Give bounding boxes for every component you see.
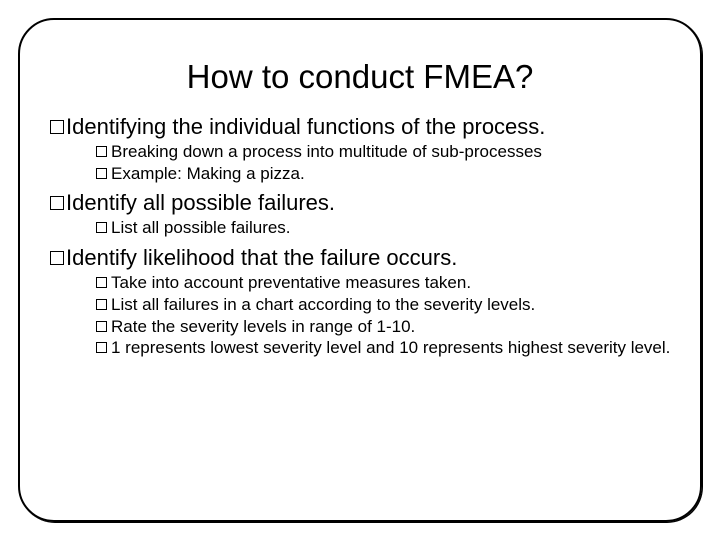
bullet-l2-text: Example: Making a pizza. <box>111 164 305 185</box>
bullet-l2: List all failures in a chart according t… <box>96 295 672 316</box>
bullet-l1: Identify likelihood that the failure occ… <box>50 245 672 271</box>
bullet-l2-text: Rate the severity levels in range of 1-1… <box>111 317 415 338</box>
square-bullet-icon <box>50 251 64 265</box>
bullet-l2: Take into account preventative measures … <box>96 273 672 294</box>
section-2: Identify likelihood that the failure occ… <box>48 245 672 359</box>
square-bullet-icon <box>96 342 107 353</box>
square-bullet-icon <box>96 222 107 233</box>
square-bullet-icon <box>96 299 107 310</box>
bullet-l1-text: Identify all possible failures. <box>66 190 335 216</box>
bullet-l2: Rate the severity levels in range of 1-1… <box>96 317 672 338</box>
slide-frame: How to conduct FMEA? Identifying the ind… <box>18 18 702 522</box>
slide-title: How to conduct FMEA? <box>48 58 672 96</box>
bullet-l2-text: List all possible failures. <box>111 218 291 239</box>
bullet-l1-text: Identify likelihood that the failure occ… <box>66 245 457 271</box>
bullet-l1-text: Identifying the individual functions of … <box>66 114 545 140</box>
square-bullet-icon <box>96 321 107 332</box>
bullet-l2: 1 represents lowest severity level and 1… <box>96 338 672 359</box>
section-0: Identifying the individual functions of … <box>48 114 672 184</box>
square-bullet-icon <box>96 146 107 157</box>
section-1: Identify all possible failures. List all… <box>48 190 672 239</box>
square-bullet-icon <box>96 168 107 179</box>
bullet-l1: Identifying the individual functions of … <box>50 114 672 140</box>
bullet-l2-text: List all failures in a chart according t… <box>111 295 535 316</box>
bullet-l2-text: 1 represents lowest severity level and 1… <box>111 338 670 359</box>
bullet-l2: Example: Making a pizza. <box>96 164 672 185</box>
bullet-l2-text: Breaking down a process into multitude o… <box>111 142 542 163</box>
square-bullet-icon <box>50 120 64 134</box>
bullet-l2-text: Take into account preventative measures … <box>111 273 471 294</box>
bullet-l2: Breaking down a process into multitude o… <box>96 142 672 163</box>
slide: How to conduct FMEA? Identifying the ind… <box>0 0 720 540</box>
bullet-l1: Identify all possible failures. <box>50 190 672 216</box>
bullet-l2: List all possible failures. <box>96 218 672 239</box>
square-bullet-icon <box>50 196 64 210</box>
square-bullet-icon <box>96 277 107 288</box>
